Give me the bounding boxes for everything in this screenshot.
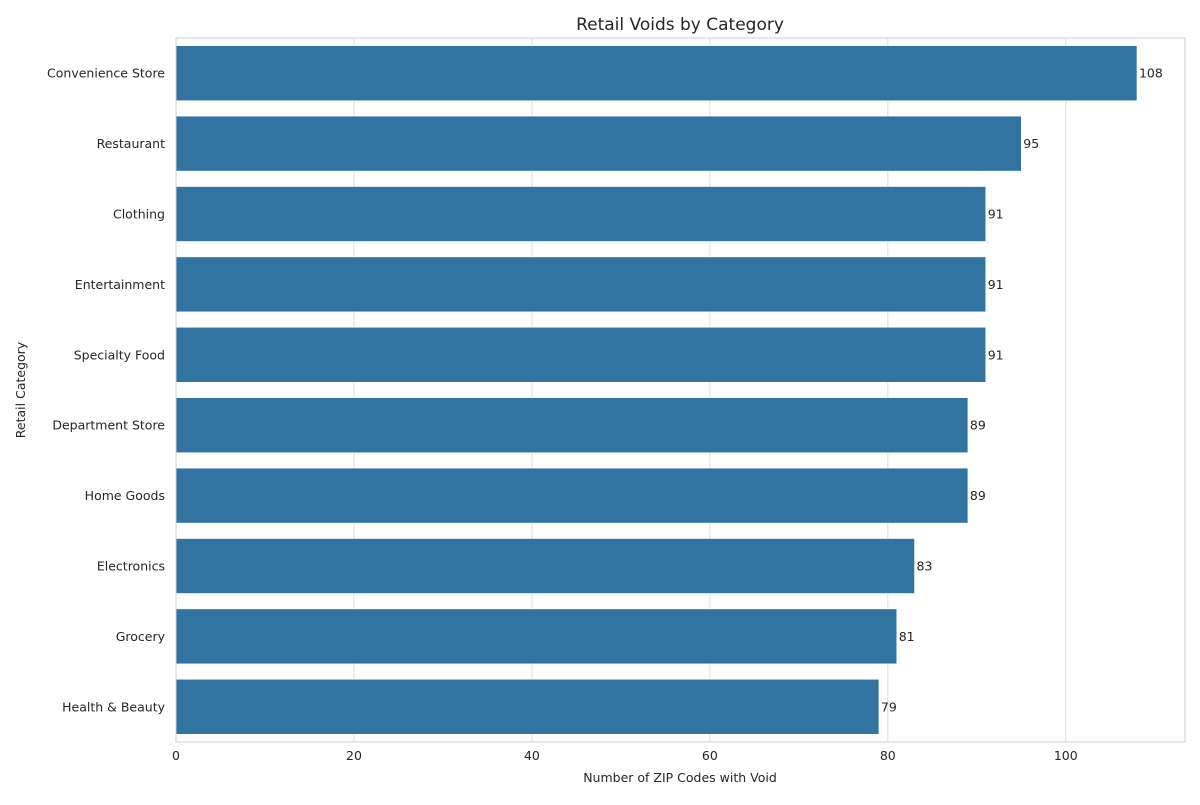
bar-value-label: 91 xyxy=(988,347,1004,362)
bar xyxy=(175,608,897,665)
y-tick-label: Grocery xyxy=(116,629,166,644)
y-tick-label: Department Store xyxy=(52,418,165,433)
bar xyxy=(175,327,986,383)
chart-title: Retail Voids by Category xyxy=(576,15,784,35)
bar-value-label: 95 xyxy=(1023,136,1039,151)
y-tick-label: Electronics xyxy=(97,559,165,574)
y-tick-label: Specialty Food xyxy=(74,347,165,362)
bar-value-label: 91 xyxy=(988,207,1004,222)
x-tick-label: 60 xyxy=(702,748,718,763)
bar-value-label: 89 xyxy=(970,418,986,433)
y-tick-label: Convenience Store xyxy=(47,66,165,81)
bar xyxy=(175,679,880,735)
y-tick-labels: Convenience Store Restaurant Clothing Enter… xyxy=(47,66,166,715)
bars xyxy=(175,45,1138,735)
value-labels: 108 95 91 91 91 89 89 83 81 79 xyxy=(881,66,1163,715)
bar-value-label: 83 xyxy=(917,559,933,574)
y-tick-label: Health & Beauty xyxy=(62,699,165,714)
x-tick-label: 40 xyxy=(524,748,540,763)
bar-value-label: 81 xyxy=(899,629,915,644)
x-tick-label: 20 xyxy=(346,748,362,763)
bar-value-label: 108 xyxy=(1139,66,1163,81)
bar xyxy=(175,45,1138,101)
y-tick-label: Entertainment xyxy=(75,277,165,292)
x-tick-label: 80 xyxy=(880,748,896,763)
x-tick-label: 100 xyxy=(1054,748,1078,763)
x-tick-labels: 0 20 40 60 80 100 xyxy=(172,748,1078,763)
bar xyxy=(175,538,915,594)
bar-value-label: 79 xyxy=(881,699,897,714)
bar-value-label: 91 xyxy=(988,277,1004,292)
y-axis-label: Retail Category xyxy=(13,341,28,438)
plot-frame xyxy=(175,37,1186,743)
x-tick-label: 0 xyxy=(172,748,180,763)
y-tick-label: Home Goods xyxy=(85,488,165,503)
bar xyxy=(175,186,986,242)
bar-value-label: 89 xyxy=(970,488,986,503)
x-axis-label: Number of ZIP Codes with Void xyxy=(583,770,777,785)
y-tick-label: Restaurant xyxy=(97,136,166,151)
y-tick-label: Clothing xyxy=(113,207,165,222)
bar xyxy=(175,256,986,313)
bar xyxy=(175,467,969,524)
bar xyxy=(175,397,969,453)
bar xyxy=(175,115,1022,172)
